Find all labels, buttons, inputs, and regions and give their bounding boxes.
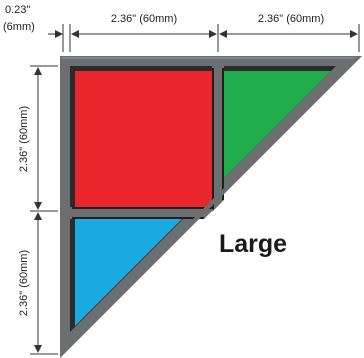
- top-right-span-dimension: 2.36" (60mm): [219, 13, 360, 52]
- vertical-divider: [212, 66, 224, 212]
- top-left-span-label: 2.36" (60mm): [111, 13, 177, 25]
- left-upper-span-label: 2.36" (60mm): [18, 106, 30, 172]
- top-small-dimension: 0.23" (6mm): [3, 4, 71, 52]
- corner-frame: [60, 56, 362, 358]
- horizontal-divider: [70, 207, 216, 219]
- green-panel: [224, 71, 331, 178]
- red-panel: [75, 71, 212, 207]
- blue-panel: [75, 219, 182, 326]
- frame-hypotenuse: [60, 56, 362, 358]
- top-small-label-line1: 0.23": [5, 4, 30, 16]
- top-right-span-label: 2.36" (60mm): [258, 13, 324, 25]
- left-lower-span-dimension: 2.36" (60mm): [18, 212, 58, 355]
- size-label: Large: [219, 230, 287, 258]
- top-small-label-line2: (6mm): [3, 21, 35, 33]
- top-left-span-dimension: 2.36" (60mm): [69, 13, 219, 52]
- left-upper-span-dimension: 2.36" (60mm): [18, 65, 58, 212]
- left-lower-span-label: 2.36" (60mm): [18, 250, 30, 316]
